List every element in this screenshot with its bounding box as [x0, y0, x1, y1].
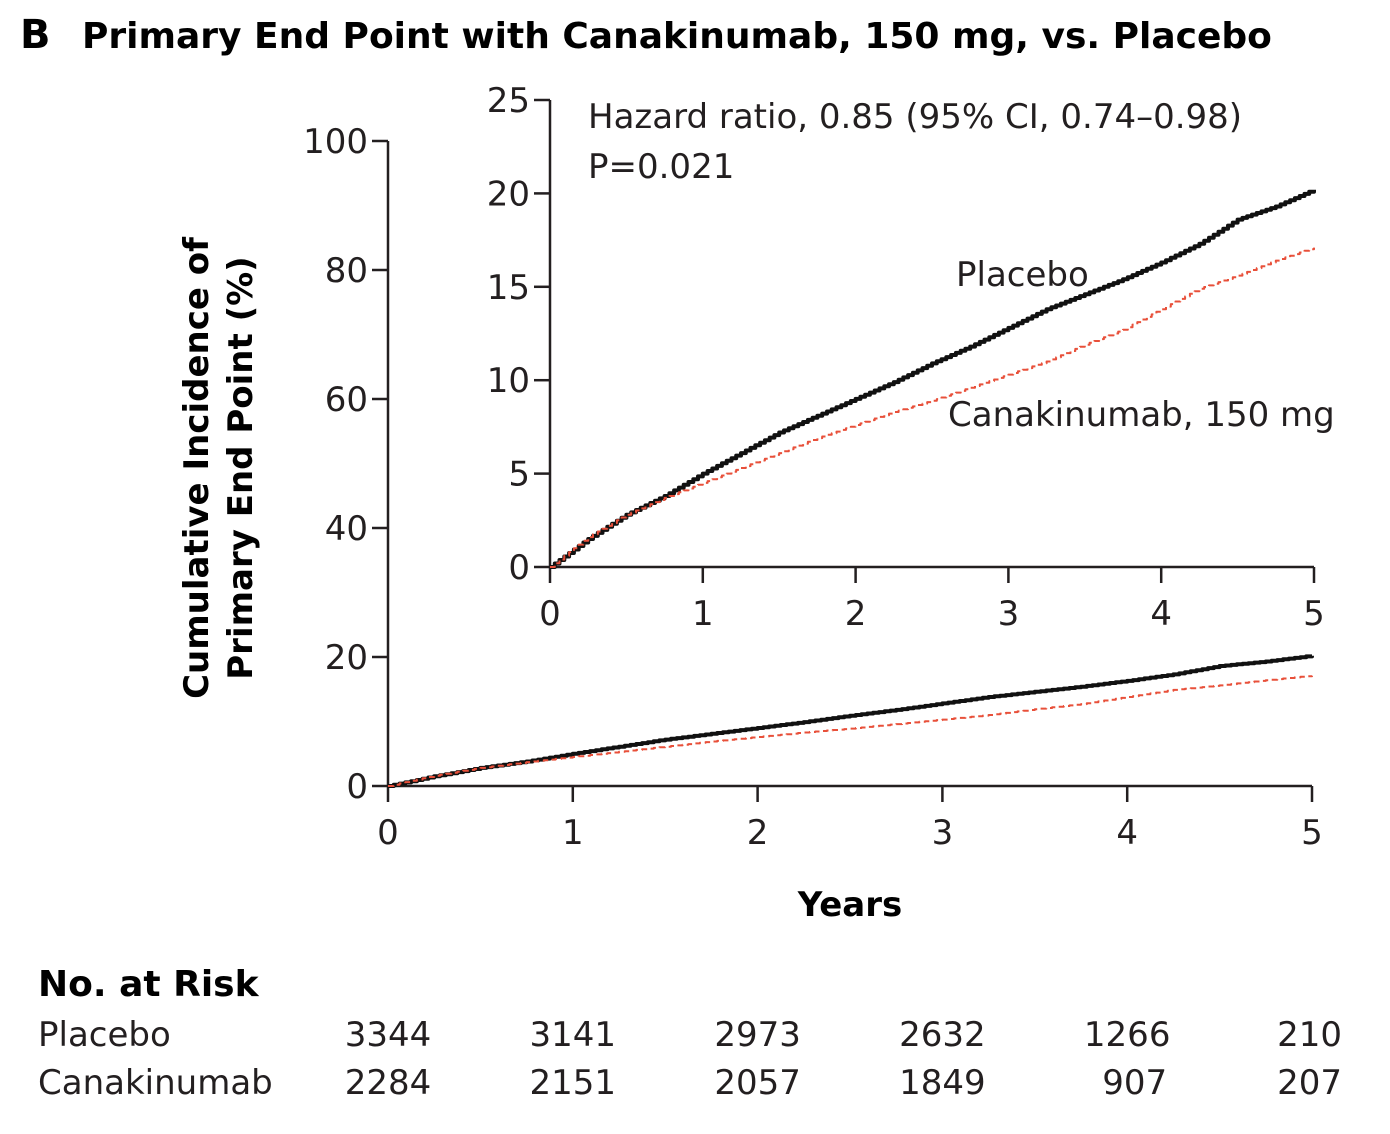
- main-y-tick-label: 80: [325, 251, 368, 291]
- main-x-tick-label: 4: [1116, 813, 1138, 853]
- risk-value-canakinumab: 1849: [899, 1063, 986, 1103]
- panel-letter: B: [20, 12, 51, 58]
- risk-value-placebo: 3141: [530, 1015, 617, 1055]
- main-y-tick-label: 0: [346, 767, 368, 807]
- risk-table-heading: No. at Risk: [38, 964, 260, 1005]
- x-axis-label: Years: [797, 885, 903, 925]
- inset-y-tick-label: 0: [508, 548, 530, 588]
- inset-x-tick-label: 2: [845, 594, 867, 634]
- main-x-tick-label: 2: [747, 813, 769, 853]
- risk-value-placebo: 2973: [714, 1015, 801, 1055]
- y-axis-label-line1: Cumulative Incidence of: [177, 236, 217, 699]
- inset-x-tick-label: 0: [539, 594, 561, 634]
- inset-series-placebo: [550, 189, 1316, 569]
- risk-value-placebo: 1266: [1084, 1015, 1171, 1055]
- main-x-tick-label: 0: [377, 813, 399, 853]
- risk-value-canakinumab: 207: [1277, 1063, 1342, 1103]
- main-series: [388, 654, 1314, 788]
- main-y-tick-label: 20: [325, 638, 368, 678]
- main-x-tick-label: 1: [562, 813, 584, 853]
- risk-value-canakinumab: 2284: [345, 1063, 432, 1103]
- risk-table: No. at Risk Placebo Canakinumab 3344 3141…: [38, 964, 1342, 1103]
- inset-plot: 0 5 10 15 20 25 0 1 2 3 4 5 Hazard ratio, 0.85 (95…: [487, 81, 1335, 634]
- placebo-series-label: Placebo: [956, 255, 1089, 295]
- main-x-ticks: 0 1 2 3 4 5: [377, 786, 1323, 853]
- canakinumab-series-label: Canakinumab, 150 mg: [948, 395, 1335, 435]
- main-y-tick-label: 40: [325, 509, 368, 549]
- inset-series-canakinumab: [550, 247, 1315, 568]
- risk-value-canakinumab: 2151: [530, 1063, 617, 1103]
- risk-value-placebo: 2632: [899, 1015, 986, 1055]
- y-axis-label-line2: Primary End Point (%): [221, 256, 261, 679]
- inset-series: [550, 189, 1316, 569]
- inset-y-ticks: 0 5 10 15 20 25: [487, 81, 550, 588]
- inset-axes: [548, 100, 1314, 569]
- inset-x-ticks: 0 1 2 3 4 5: [539, 567, 1325, 634]
- inset-y-tick-label: 5: [508, 455, 530, 495]
- main-y-ticks: 0 20 40 60 80 100: [303, 122, 388, 807]
- inset-x-tick-label: 3: [998, 594, 1020, 634]
- risk-value-placebo: 210: [1277, 1015, 1342, 1055]
- risk-value-placebo: 3344: [345, 1015, 432, 1055]
- risk-value-canakinumab: 2057: [714, 1063, 801, 1103]
- main-y-tick-label: 60: [325, 380, 368, 420]
- inset-y-tick-label: 10: [487, 361, 530, 401]
- inset-x-tick-label: 1: [692, 594, 714, 634]
- inset-x-tick-label: 4: [1150, 594, 1172, 634]
- main-y-tick-label: 100: [303, 122, 368, 162]
- hazard-ratio-annotation: Hazard ratio, 0.85 (95% CI, 0.74–0.98): [588, 97, 1242, 137]
- inset-x-tick-label: 5: [1303, 594, 1325, 634]
- inset-y-tick-label: 20: [487, 174, 530, 214]
- risk-row-label-canakinumab: Canakinumab: [38, 1063, 273, 1103]
- figure-title: Primary End Point with Canakinumab, 150 …: [82, 16, 1272, 57]
- risk-values: 3344 3141 2973 2632 1266 210 2284 2151 2057 1849 9…: [345, 1015, 1342, 1103]
- main-axes: [386, 141, 1312, 788]
- main-series-placebo: [388, 654, 1314, 788]
- main-series-canakinumab: [388, 675, 1313, 787]
- risk-value-canakinumab: 907: [1102, 1063, 1167, 1103]
- inset-y-tick-label: 25: [487, 81, 530, 121]
- p-value-annotation: P=0.021: [588, 147, 734, 187]
- risk-row-label-placebo: Placebo: [38, 1015, 171, 1055]
- inset-y-tick-label: 15: [487, 268, 530, 308]
- main-x-tick-label: 3: [932, 813, 954, 853]
- main-x-tick-label: 5: [1301, 813, 1323, 853]
